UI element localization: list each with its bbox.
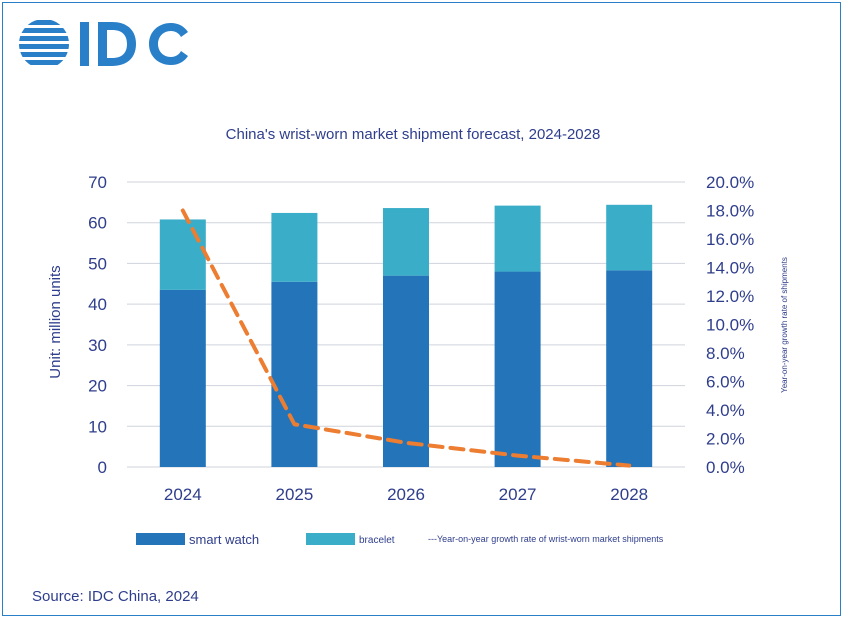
left-axis-ticks: 0 10 20 30 40 50 60 70 — [88, 173, 107, 477]
bars — [159, 204, 653, 467]
y-axis-label: Unit: million units — [47, 265, 64, 378]
y-tick-label: 10 — [88, 417, 107, 436]
y-tick-label: 70 — [88, 173, 107, 192]
y-right-tick-label: 12.0% — [706, 287, 754, 306]
bar-bracelet — [606, 204, 653, 271]
y-right-tick-label: 16.0% — [706, 230, 754, 249]
x-tick-label: 2025 — [275, 485, 313, 504]
bar-bracelet — [159, 219, 206, 290]
bar-smart-watch — [383, 275, 429, 467]
y-right-tick-label: 10.0% — [706, 316, 754, 335]
y-right-tick-label: 2.0% — [706, 430, 745, 449]
bar-smart-watch — [271, 281, 318, 467]
legend-label-bracelet: bracelet — [359, 535, 395, 546]
x-axis-ticks: 2024 2025 2026 2027 2028 — [164, 485, 648, 504]
bar-bracelet — [494, 205, 541, 272]
bar-smart-watch — [606, 270, 653, 467]
y-tick-label: 20 — [88, 377, 107, 396]
y-right-tick-label: 14.0% — [706, 259, 754, 278]
right-axis-ticks: 0.0% 2.0% 4.0% 6.0% 8.0% 10.0% 12.0% 14.0% 16.0%… — [706, 173, 754, 477]
x-tick-label: 2027 — [499, 485, 537, 504]
y-right-tick-label: 4.0% — [706, 401, 745, 420]
y-right-tick-label: 0.0% — [706, 458, 745, 477]
y-right-tick-label: 18.0% — [706, 202, 754, 221]
bar-bracelet — [383, 208, 429, 276]
legend-label-growth-rate: ---Year-on-year growth rate of wrist-wor… — [428, 534, 664, 544]
y-right-tick-label: 6.0% — [706, 373, 745, 392]
y-tick-label: 50 — [88, 254, 107, 273]
y-tick-label: 40 — [88, 295, 107, 314]
growth-line — [180, 208, 632, 468]
legend-swatch-bracelet — [306, 533, 355, 545]
idc-logo — [18, 18, 198, 79]
x-tick-label: 2028 — [610, 485, 648, 504]
y-tick-label: 30 — [88, 336, 107, 355]
idc-logo-icon — [19, 20, 188, 66]
y-right-tick-label: 20.0% — [706, 173, 754, 192]
y-tick-label: 60 — [88, 214, 107, 233]
y-tick-label: 0 — [98, 458, 107, 477]
bar-smart-watch — [159, 289, 206, 467]
bar-bracelet — [271, 212, 318, 282]
x-tick-label: 2026 — [387, 485, 425, 504]
x-tick-label: 2024 — [164, 485, 202, 504]
legend-swatch-smart-watch — [136, 533, 185, 545]
chart-title: China's wrist-worn market shipment forec… — [226, 126, 601, 143]
bar-smart-watch — [494, 271, 541, 467]
legend: smart watch bracelet ---Year-on-year growt… — [136, 532, 664, 547]
source-note: Source: IDC China, 2024 — [32, 588, 199, 605]
y-right-tick-label: 8.0% — [706, 344, 745, 363]
legend-label-smart-watch: smart watch — [189, 532, 259, 547]
growth-rate-line — [180, 208, 632, 468]
y-axis-right-label: Year-on-year growth rate of shipments — [780, 257, 789, 393]
